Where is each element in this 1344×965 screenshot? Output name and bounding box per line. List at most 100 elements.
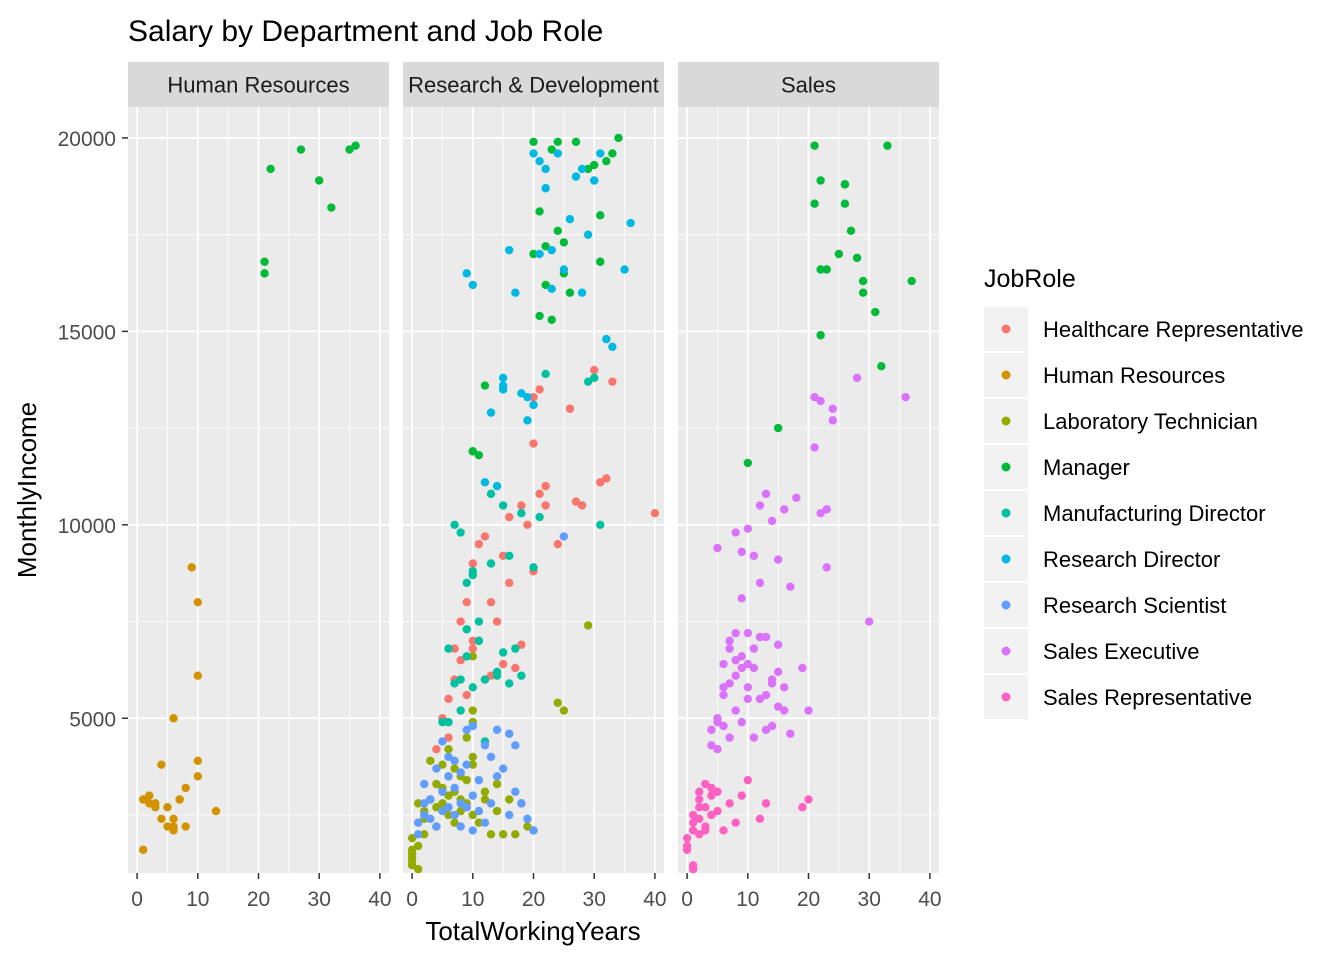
x-tick-label: 20 xyxy=(247,888,270,911)
point-healthcare-representative xyxy=(468,636,478,646)
point-research-scientist xyxy=(420,799,429,808)
point-research-director xyxy=(462,269,471,278)
point-sales-executive xyxy=(725,644,734,653)
point-laboratory-technician xyxy=(420,830,429,839)
point-research-scientist xyxy=(498,764,508,773)
point-laboratory-technician xyxy=(468,752,478,762)
point-laboratory-technician xyxy=(492,779,502,789)
point-sales-executive xyxy=(737,663,746,673)
point-sales-executive xyxy=(773,640,783,649)
point-sales-executive xyxy=(725,636,734,646)
x-tick-label: 10 xyxy=(736,888,759,911)
point-manager xyxy=(614,133,623,143)
point-manufacturing-director xyxy=(462,578,471,588)
point-sales-executive xyxy=(749,663,759,673)
x-tick-label: 0 xyxy=(131,888,143,911)
point-laboratory-technician xyxy=(407,833,417,843)
point-research-director xyxy=(517,389,526,398)
point-research-scientist xyxy=(426,795,435,804)
point-sales-executive xyxy=(755,632,765,642)
point-manufacturing-director xyxy=(444,644,453,653)
x-tick-label: 40 xyxy=(643,888,666,911)
legend-key-dot xyxy=(1001,646,1011,656)
point-manager xyxy=(529,137,538,147)
point-manager xyxy=(314,176,324,185)
point-healthcare-representative xyxy=(450,644,459,653)
legend-key-dot xyxy=(1001,416,1011,426)
point-sales-executive xyxy=(713,543,722,553)
point-healthcare-representative xyxy=(505,512,514,522)
point-laboratory-technician xyxy=(413,864,423,874)
point-sales-representative xyxy=(695,795,704,804)
point-laboratory-technician xyxy=(413,841,423,851)
legend-item-human-resources: Human Resources xyxy=(984,353,1225,397)
point-human-resources xyxy=(163,803,172,812)
point-healthcare-representative xyxy=(523,520,532,530)
facet-strip xyxy=(128,62,389,107)
point-laboratory-technician xyxy=(444,791,453,800)
point-manager xyxy=(810,141,819,150)
point-manager xyxy=(602,156,611,166)
point-sales-executive xyxy=(864,617,874,626)
point-sales-representative xyxy=(707,791,716,800)
point-healthcare-representative xyxy=(553,539,562,549)
point-human-resources xyxy=(211,806,221,816)
point-laboratory-technician xyxy=(523,822,532,831)
points-human-resources xyxy=(138,141,360,854)
point-manager xyxy=(852,253,862,263)
point-research-director xyxy=(535,156,544,166)
point-manufacturing-director xyxy=(498,648,508,657)
x-tick-label: 0 xyxy=(681,888,693,911)
point-research-scientist xyxy=(450,810,459,820)
legend-key-dot xyxy=(1001,600,1011,610)
x-axis: 0 10 20 30 40 0 10 20 30 40 0 10 20 30 40 xyxy=(131,873,942,911)
point-healthcare-representative xyxy=(468,644,478,653)
point-laboratory-technician xyxy=(432,803,441,812)
point-manufacturing-director xyxy=(529,563,538,572)
point-manufacturing-director xyxy=(450,520,459,530)
point-sales-executive xyxy=(804,706,813,715)
legend-item-research-scientist: Research Scientist xyxy=(984,583,1226,627)
point-sales-executive xyxy=(767,516,777,526)
legend-key-dot xyxy=(1001,462,1011,472)
point-laboratory-technician xyxy=(511,830,520,839)
x-tick-label: 30 xyxy=(858,888,881,911)
point-laboratory-technician xyxy=(407,845,417,854)
point-laboratory-technician xyxy=(468,760,478,769)
point-manager xyxy=(834,249,844,259)
point-research-director xyxy=(541,184,550,193)
point-sales-executive xyxy=(749,733,759,742)
point-sales-executive xyxy=(780,505,789,514)
point-sales-representative xyxy=(701,803,710,812)
point-manufacturing-director xyxy=(486,489,496,499)
point-laboratory-technician xyxy=(438,799,447,808)
point-manager xyxy=(535,207,544,216)
legend-key-dot xyxy=(1001,508,1011,518)
point-research-scientist xyxy=(432,764,441,773)
point-research-scientist xyxy=(486,799,496,808)
point-manufacturing-director xyxy=(456,675,465,684)
point-research-director xyxy=(523,392,532,402)
point-manager xyxy=(480,381,490,390)
point-manager xyxy=(816,265,825,274)
point-research-scientist xyxy=(523,814,532,824)
legend-item-sales-representative: Sales Representative xyxy=(984,675,1252,719)
point-human-resources xyxy=(193,671,203,680)
point-research-director xyxy=(505,245,514,255)
point-manufacturing-director xyxy=(456,706,465,715)
point-manufacturing-director xyxy=(462,652,471,661)
point-sales-executive xyxy=(737,594,746,603)
point-sales-representative xyxy=(701,779,710,789)
point-human-resources xyxy=(157,760,166,769)
point-research-scientist xyxy=(468,826,478,835)
point-laboratory-technician xyxy=(468,810,478,820)
point-manager xyxy=(260,257,269,266)
point-research-director xyxy=(492,481,502,491)
facet-panels: Human Resources Research & Development Sal… xyxy=(128,62,939,874)
point-sales-executive xyxy=(719,659,728,669)
point-manufacturing-director xyxy=(541,369,550,379)
point-sales-representative xyxy=(688,818,698,827)
legend-label: Healthcare Representative xyxy=(1043,317,1303,342)
point-sales-executive xyxy=(725,733,734,742)
point-sales-executive xyxy=(761,725,771,735)
